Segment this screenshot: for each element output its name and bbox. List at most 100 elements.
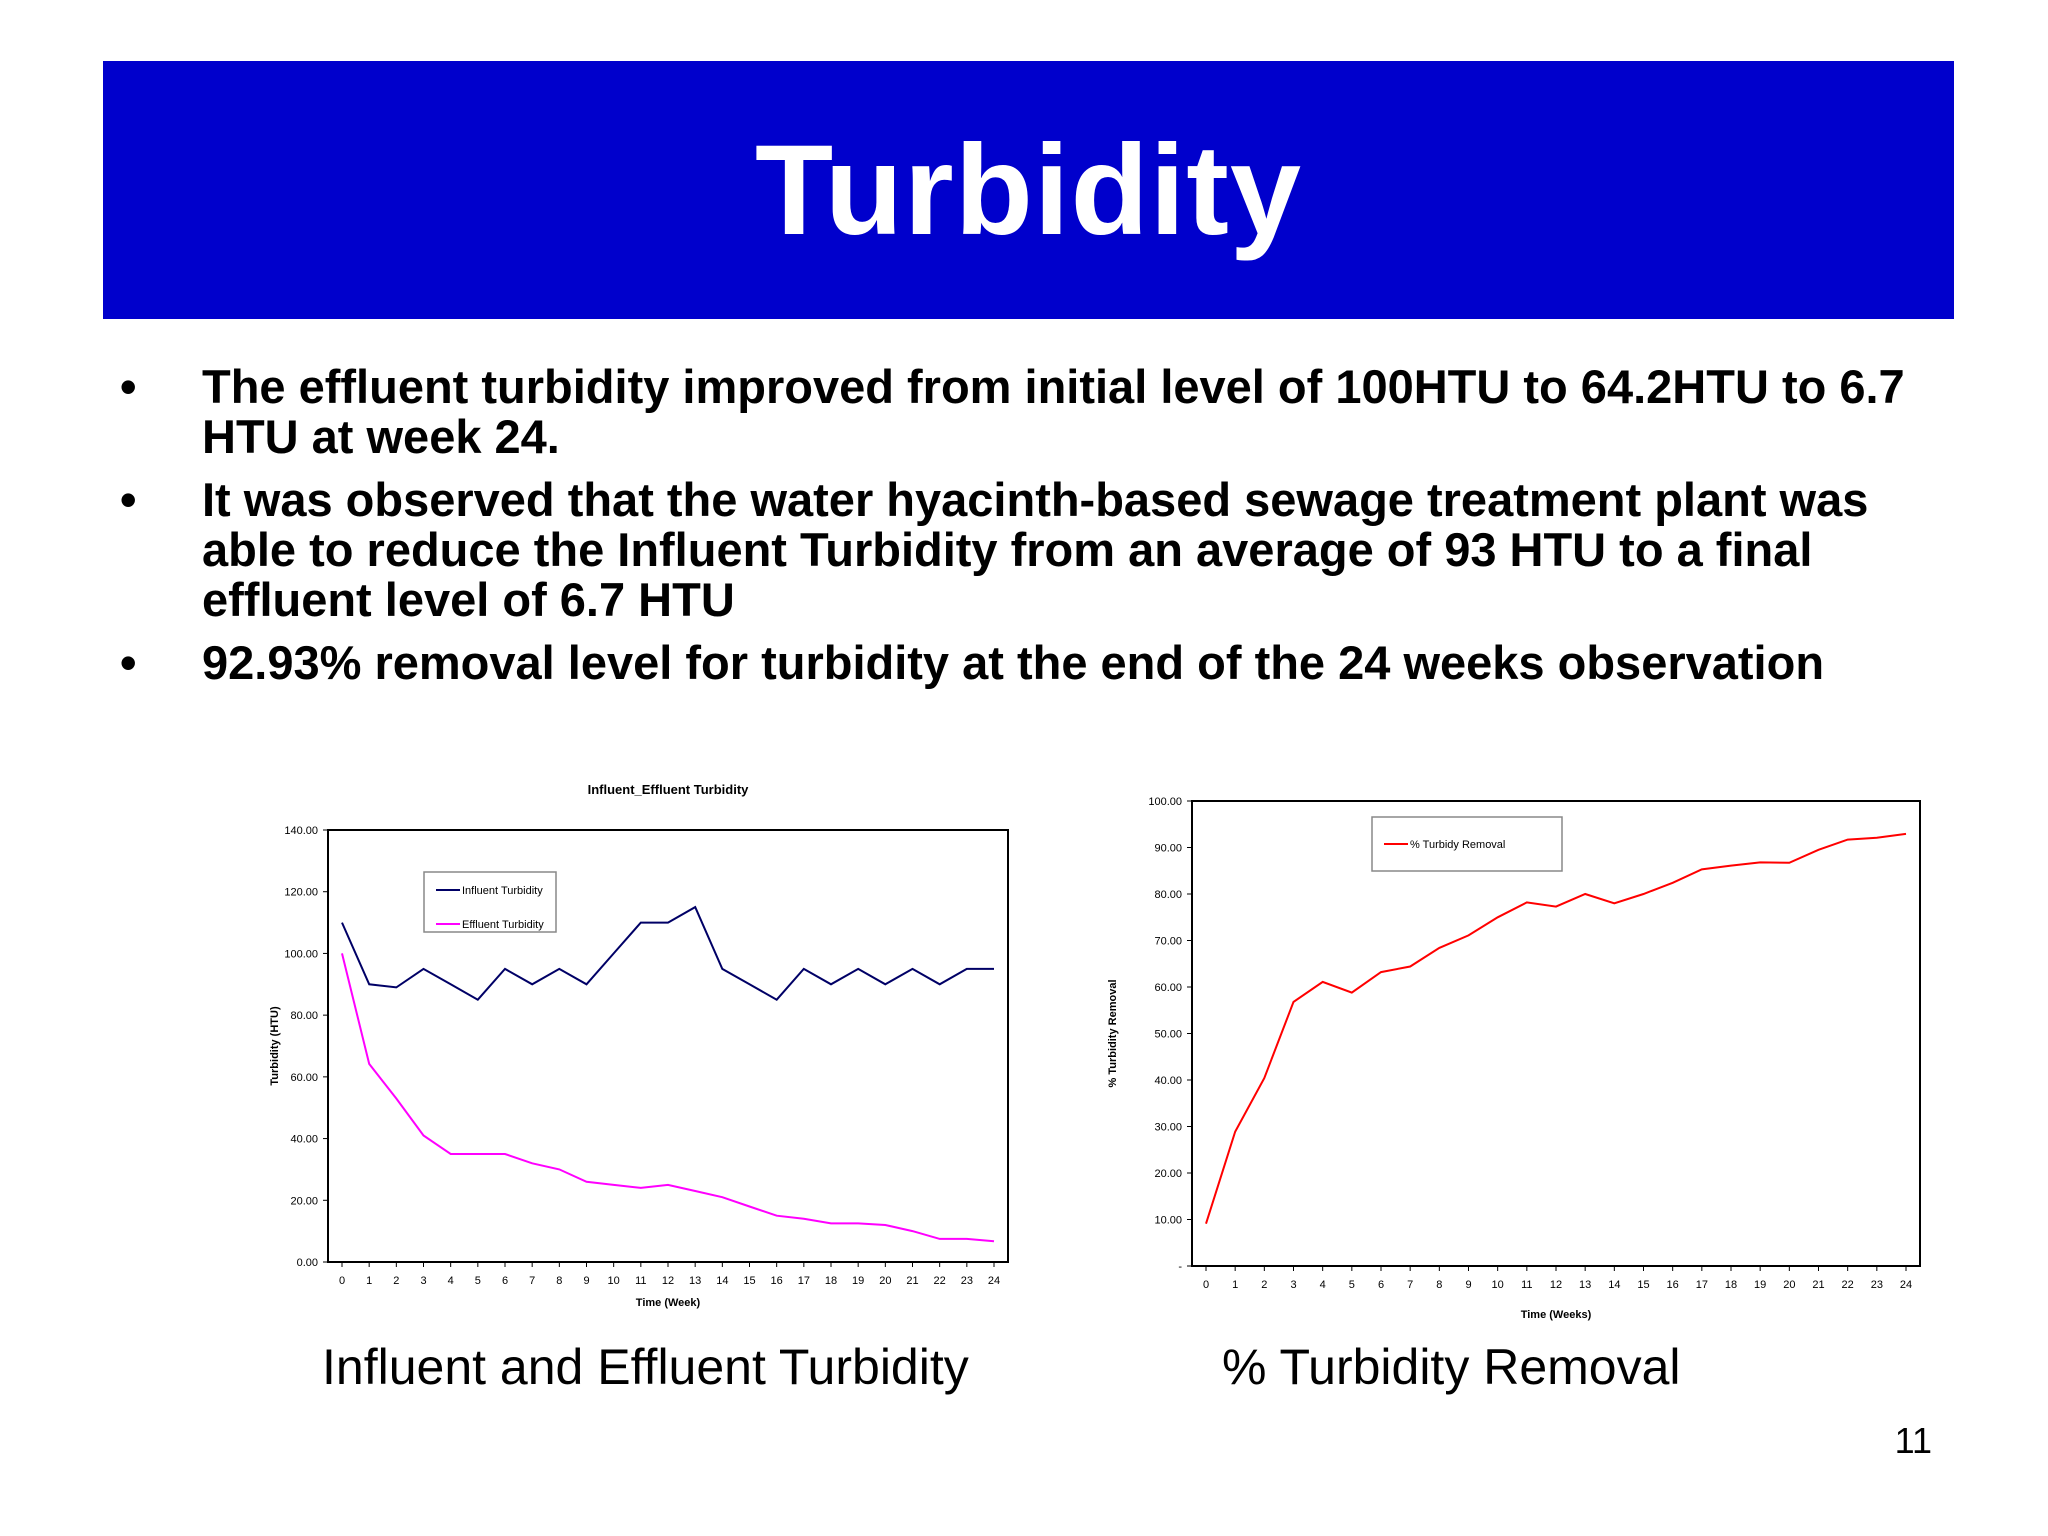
x-tick-label: 0: [1203, 1279, 1209, 1291]
x-tick-label: 24: [988, 1275, 1000, 1287]
legend-box: [423, 871, 557, 933]
y-axis-label: % Turbidity Removal: [1107, 980, 1119, 1088]
y-tick-label: 90.00: [1154, 843, 1182, 855]
bullet-text: The effluent turbidity improved from ini…: [202, 360, 1905, 463]
x-tick-label: 15: [1637, 1279, 1649, 1291]
x-tick-label: 16: [771, 1275, 783, 1287]
y-tick-label: 80.00: [290, 1010, 318, 1022]
x-tick-label: 13: [689, 1275, 701, 1287]
x-tick-label: 10: [608, 1275, 620, 1287]
y-tick-label: 140.00: [284, 825, 318, 837]
y-tick-label: 20.00: [290, 1195, 318, 1207]
x-tick-label: 5: [475, 1275, 481, 1287]
legend-label: Influent Turbidity: [462, 885, 543, 897]
x-tick-label: 18: [825, 1275, 837, 1287]
x-tick-label: 16: [1667, 1279, 1679, 1291]
series-line: [341, 905, 994, 1001]
x-tick-label: 17: [1696, 1279, 1708, 1291]
series-line: [1205, 832, 1907, 1225]
x-tick-label: 19: [852, 1275, 864, 1287]
turbidity-removal-chart-svg: - 10.00 20.00 30.00 40.00 50.00 60.00 70.00 80.0…: [1107, 796, 1921, 1321]
x-tick-label: 5: [1349, 1279, 1355, 1291]
x-tick-label: 22: [1842, 1279, 1854, 1291]
x-tick-label: 9: [1465, 1279, 1471, 1291]
influent-effluent-chart-svg: Influent_Effluent Turbidity 0.00 20.00 40.0…: [269, 782, 1009, 1309]
x-tick-label: 11: [1521, 1279, 1532, 1291]
x-tick-label: 6: [502, 1275, 508, 1287]
slide-title: Turbidity: [755, 118, 1302, 262]
x-tick-label: 7: [529, 1275, 535, 1287]
x-tick-label: 3: [1290, 1279, 1296, 1291]
x-tick-label: 15: [743, 1275, 755, 1287]
y-tick-label: 40.00: [290, 1134, 318, 1146]
x-tick-label: 14: [716, 1275, 728, 1287]
turbidity-removal-chart: - 10.00 20.00 30.00 40.00 50.00 60.00 70.00 80.0…: [1090, 785, 1940, 1325]
x-tick-label: 7: [1407, 1279, 1413, 1291]
chart-title: Influent_Effluent Turbidity: [588, 782, 750, 797]
x-tick-label: 12: [1550, 1279, 1562, 1291]
x-tick-label: 6: [1378, 1279, 1384, 1291]
caption-left: Influent and Effluent Turbidity: [322, 1339, 969, 1395]
y-tick-label: 120.00: [284, 887, 318, 899]
bullet-text: 92.93% removal level for turbidity at th…: [202, 636, 1825, 689]
legend-label: % Turbidy Removal: [1410, 839, 1505, 851]
x-axis-label: Time (Weeks): [1521, 1309, 1592, 1321]
caption-right: % Turbidity Removal: [1222, 1339, 1681, 1395]
x-tick-label: 14: [1608, 1279, 1620, 1291]
x-tick-label: 21: [906, 1275, 918, 1287]
y-tick-label: 20.00: [1154, 1168, 1182, 1180]
y-tick-label: 100.00: [284, 948, 318, 960]
x-tick-label: 1: [366, 1275, 372, 1287]
x-tick-label: 11: [635, 1275, 646, 1287]
influent-effluent-chart: Influent_Effluent Turbidity 0.00 20.00 40.0…: [260, 770, 1020, 1320]
bullet-item: • 92.93% removal level for turbidity at …: [120, 638, 1920, 688]
bullet-icon: •: [120, 636, 137, 689]
bullet-item: • The effluent turbidity improved from i…: [120, 362, 1920, 462]
x-axis-label: Time (Week): [636, 1297, 701, 1309]
x-tick-label: 19: [1754, 1279, 1766, 1291]
y-tick-label: -: [1178, 1261, 1182, 1273]
x-tick-label: 18: [1725, 1279, 1737, 1291]
x-tick-label: 2: [393, 1275, 399, 1287]
x-tick-label: 21: [1812, 1279, 1824, 1291]
x-tick-label: 0: [339, 1275, 345, 1287]
x-tick-label: 8: [556, 1275, 562, 1287]
x-tick-label: 24: [1900, 1279, 1912, 1291]
bullet-list: • The effluent turbidity improved from i…: [120, 362, 1920, 701]
x-tick-label: 4: [1320, 1279, 1326, 1291]
y-tick-label: 70.00: [1154, 936, 1182, 948]
x-tick-label: 8: [1436, 1279, 1442, 1291]
y-tick-label: 50.00: [1154, 1029, 1182, 1041]
x-tick-label: 2: [1261, 1279, 1267, 1291]
series-line: [341, 953, 995, 1243]
y-tick-label: 60.00: [1154, 982, 1182, 994]
x-tick-label: 17: [798, 1275, 810, 1287]
x-tick-label: 12: [662, 1275, 674, 1287]
page-number: 11: [1894, 1420, 1932, 1461]
x-tick-label: 22: [934, 1275, 946, 1287]
y-tick-label: 80.00: [1154, 889, 1182, 901]
bullet-icon: •: [120, 473, 137, 526]
y-axis-label: Turbidity (HTU): [269, 1006, 281, 1086]
x-tick-label: 23: [961, 1275, 973, 1287]
x-tick-label: 9: [583, 1275, 589, 1287]
y-tick-label: 60.00: [290, 1072, 318, 1084]
x-tick-label: 20: [1783, 1279, 1795, 1291]
x-tick-label: 23: [1871, 1279, 1883, 1291]
y-tick-label: 30.00: [1154, 1122, 1182, 1134]
x-tick-label: 1: [1232, 1279, 1238, 1291]
title-bar: Turbidity: [103, 61, 1954, 319]
x-tick-label: 4: [448, 1275, 454, 1287]
legend-label: Effluent Turbidity: [462, 919, 544, 931]
y-tick-label: 10.00: [1154, 1215, 1182, 1227]
bullet-item: • It was observed that the water hyacint…: [120, 475, 1920, 625]
bullet-icon: •: [120, 360, 137, 413]
y-tick-label: 100.00: [1148, 796, 1182, 808]
y-tick-label: 0.00: [297, 1257, 318, 1269]
x-tick-label: 10: [1492, 1279, 1504, 1291]
y-tick-label: 40.00: [1154, 1075, 1182, 1087]
bullet-text: It was observed that the water hyacinth-…: [202, 473, 1869, 626]
x-tick-label: 20: [879, 1275, 891, 1287]
x-tick-label: 13: [1579, 1279, 1591, 1291]
x-tick-label: 3: [420, 1275, 426, 1287]
